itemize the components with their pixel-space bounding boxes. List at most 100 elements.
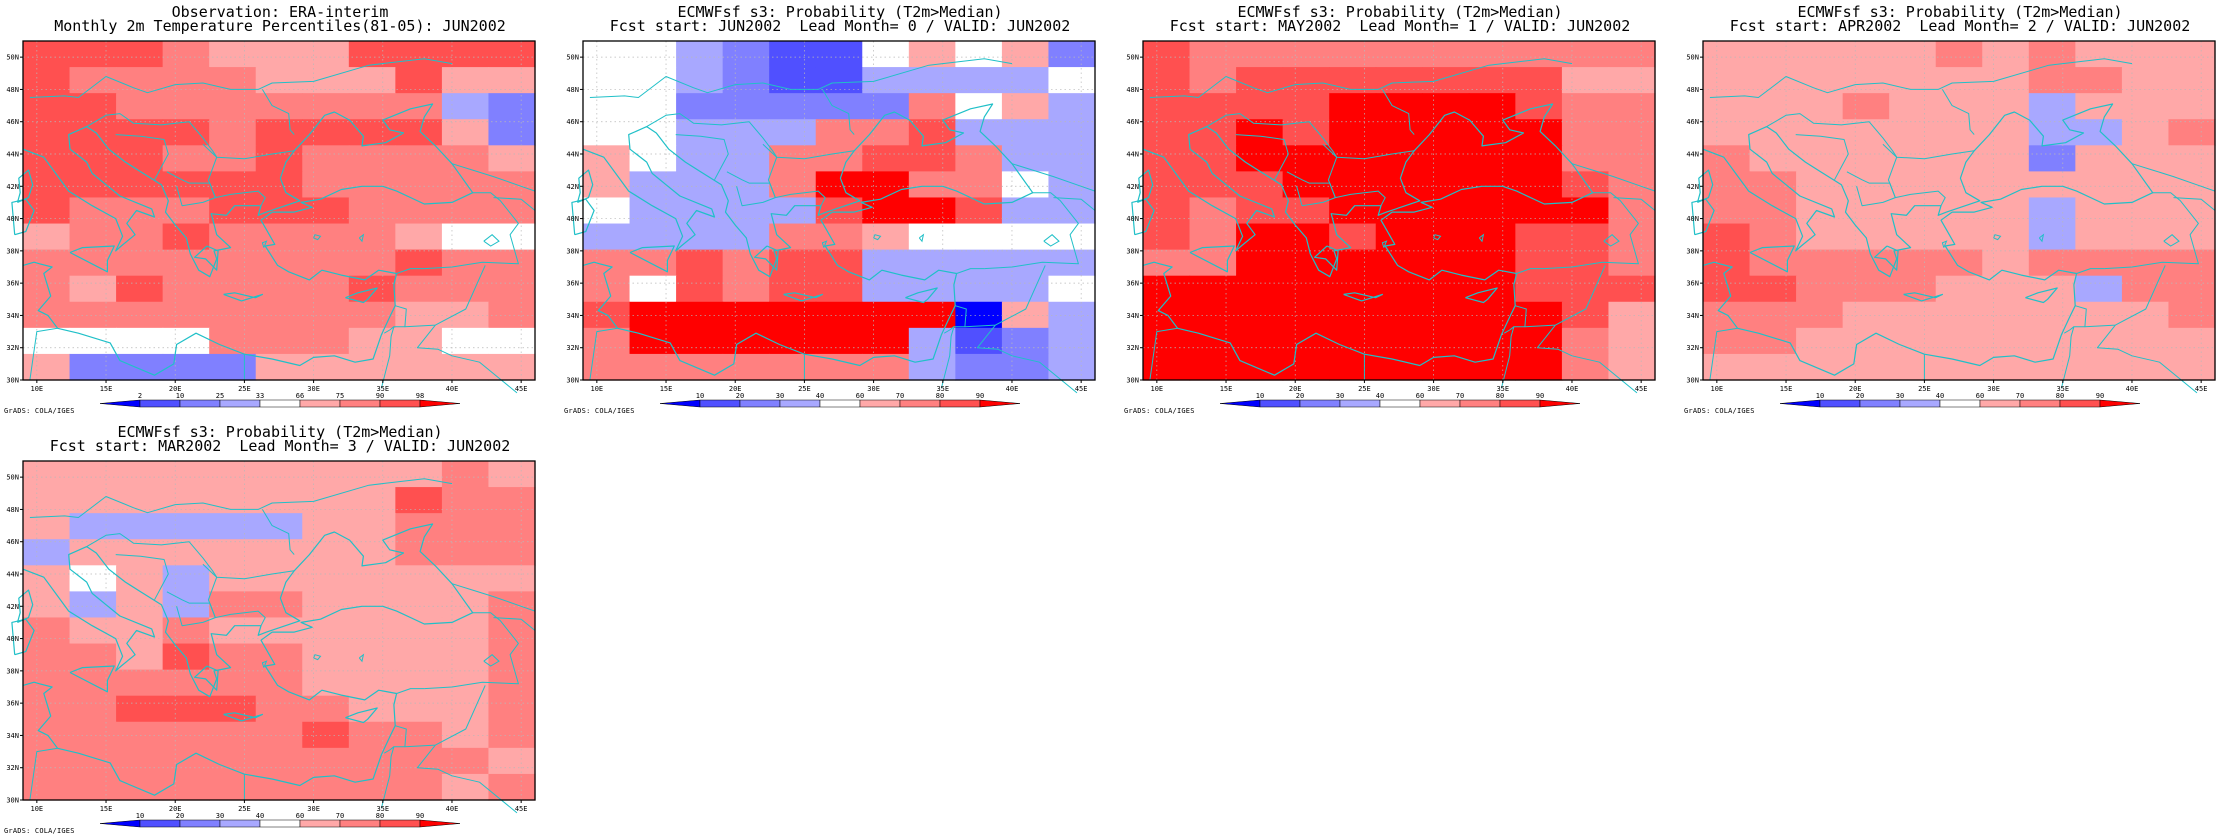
grid-cell xyxy=(1749,327,1797,355)
grid-cell xyxy=(209,197,257,225)
grid-cell xyxy=(302,617,350,645)
lon-label: 40E xyxy=(446,805,459,813)
coastline xyxy=(783,292,823,302)
grid-cell xyxy=(676,327,724,355)
lon-label: 35E xyxy=(376,385,389,393)
grid-cell xyxy=(69,747,117,775)
grid-cell xyxy=(69,119,117,146)
grid-cell xyxy=(1001,119,1050,146)
country-border xyxy=(215,610,266,626)
grid-cell xyxy=(302,669,350,697)
grid-cell xyxy=(209,539,257,566)
colorbar-segment xyxy=(1299,399,1341,408)
panel-lead2: ECMWFsf s3: Probability (T2m>Median) Fcs… xyxy=(1680,0,2240,420)
coastline xyxy=(69,245,115,273)
lon-label: 10E xyxy=(591,385,604,393)
grid-cell xyxy=(209,93,257,120)
colorbar-label: 98 xyxy=(416,392,424,400)
grid-cell xyxy=(116,721,164,749)
panel-lead0: ECMWFsf s3: Probability (T2m>Median) Fcs… xyxy=(560,0,1120,420)
map-frame xyxy=(1142,40,1656,381)
grid-cell xyxy=(255,591,303,619)
grid-cell xyxy=(1935,353,1983,381)
grid-cell xyxy=(1143,145,1191,172)
grid-cell xyxy=(955,223,1003,251)
grid-cell xyxy=(255,119,303,146)
lake-outline xyxy=(483,654,500,667)
grid-cell xyxy=(116,275,164,303)
grid-cell xyxy=(1001,41,1050,68)
grid-cell xyxy=(1329,353,1377,381)
grid-cell xyxy=(676,145,724,172)
grid-cell xyxy=(908,197,956,225)
grid-cell xyxy=(1982,145,2030,172)
grid-cell xyxy=(1236,353,1284,381)
grid-cell xyxy=(1749,197,1797,225)
colorbar-segment xyxy=(99,399,141,408)
colorbar-label: 75 xyxy=(336,392,344,400)
lake-outline xyxy=(1433,234,1442,241)
lat-label: 46N xyxy=(6,118,19,126)
coastline xyxy=(223,712,263,722)
grid-cell xyxy=(395,669,443,697)
grid-cell xyxy=(116,145,164,172)
grid-cell xyxy=(769,197,817,225)
grid-cell xyxy=(209,591,257,619)
grid-cell xyxy=(1515,249,1563,277)
grid-cell xyxy=(1375,67,1423,94)
grid-cell xyxy=(1796,67,1844,94)
lon-label: 30E xyxy=(307,805,320,813)
grid-cell xyxy=(2121,353,2170,381)
colorbar: 10 20 30 40 60 70 80 90 xyxy=(1779,392,2141,408)
grid-cell xyxy=(1375,327,1423,355)
grid-cell xyxy=(209,223,257,251)
colorbar-label: 90 xyxy=(2096,392,2104,400)
grid-cell xyxy=(1329,249,1377,277)
grid-cell xyxy=(255,93,303,120)
grid-cell xyxy=(69,41,117,68)
country-border xyxy=(2173,197,2216,211)
country-border xyxy=(396,688,425,694)
country-border xyxy=(1536,324,1638,394)
grid-cell xyxy=(1282,93,1330,120)
grid-cell xyxy=(441,41,490,68)
country-border xyxy=(1206,113,1415,160)
country-border xyxy=(2096,324,2198,394)
lon-label: 15E xyxy=(100,805,113,813)
lat-label: 36N xyxy=(1126,280,1139,288)
grid-cell xyxy=(722,327,770,355)
grid-cell xyxy=(1935,119,1983,146)
grid-cell xyxy=(209,249,257,277)
grid-cell xyxy=(116,461,164,488)
grid-cell xyxy=(162,695,210,723)
coastline xyxy=(69,665,115,693)
grid-cell xyxy=(69,275,117,303)
grid-cell xyxy=(1749,249,1797,277)
lake-outline xyxy=(1381,240,1388,248)
grid-cell xyxy=(1236,41,1284,68)
grid-cell xyxy=(1515,145,1563,172)
map-frame xyxy=(1702,40,2216,381)
lake-outline xyxy=(483,234,500,247)
map-lead0: 50N 48N 46N 44N 42N 40N 38N 36N 34N 32N 30N 10E 15E 2… xyxy=(566,40,1096,408)
country-border xyxy=(675,134,729,181)
grid-cell xyxy=(676,275,724,303)
grid-cell xyxy=(1935,67,1983,94)
country-border xyxy=(416,324,518,394)
grid-cell xyxy=(955,249,1003,277)
grid-cell xyxy=(2028,41,2076,68)
grid-cell xyxy=(441,223,490,251)
country-border xyxy=(383,305,407,334)
grid-cell xyxy=(209,643,257,671)
grid-cell xyxy=(1889,93,1937,120)
grid-cell xyxy=(955,41,1003,68)
country-border xyxy=(261,89,295,135)
probability-field xyxy=(23,41,536,381)
grid-cell xyxy=(162,145,210,172)
grid-cell xyxy=(1889,197,1937,225)
grid-cell xyxy=(955,353,1003,381)
grid-cell xyxy=(1236,197,1284,225)
grid-cell xyxy=(302,591,350,619)
colorbar-segment xyxy=(739,399,781,408)
grid-cell xyxy=(1048,197,1096,225)
